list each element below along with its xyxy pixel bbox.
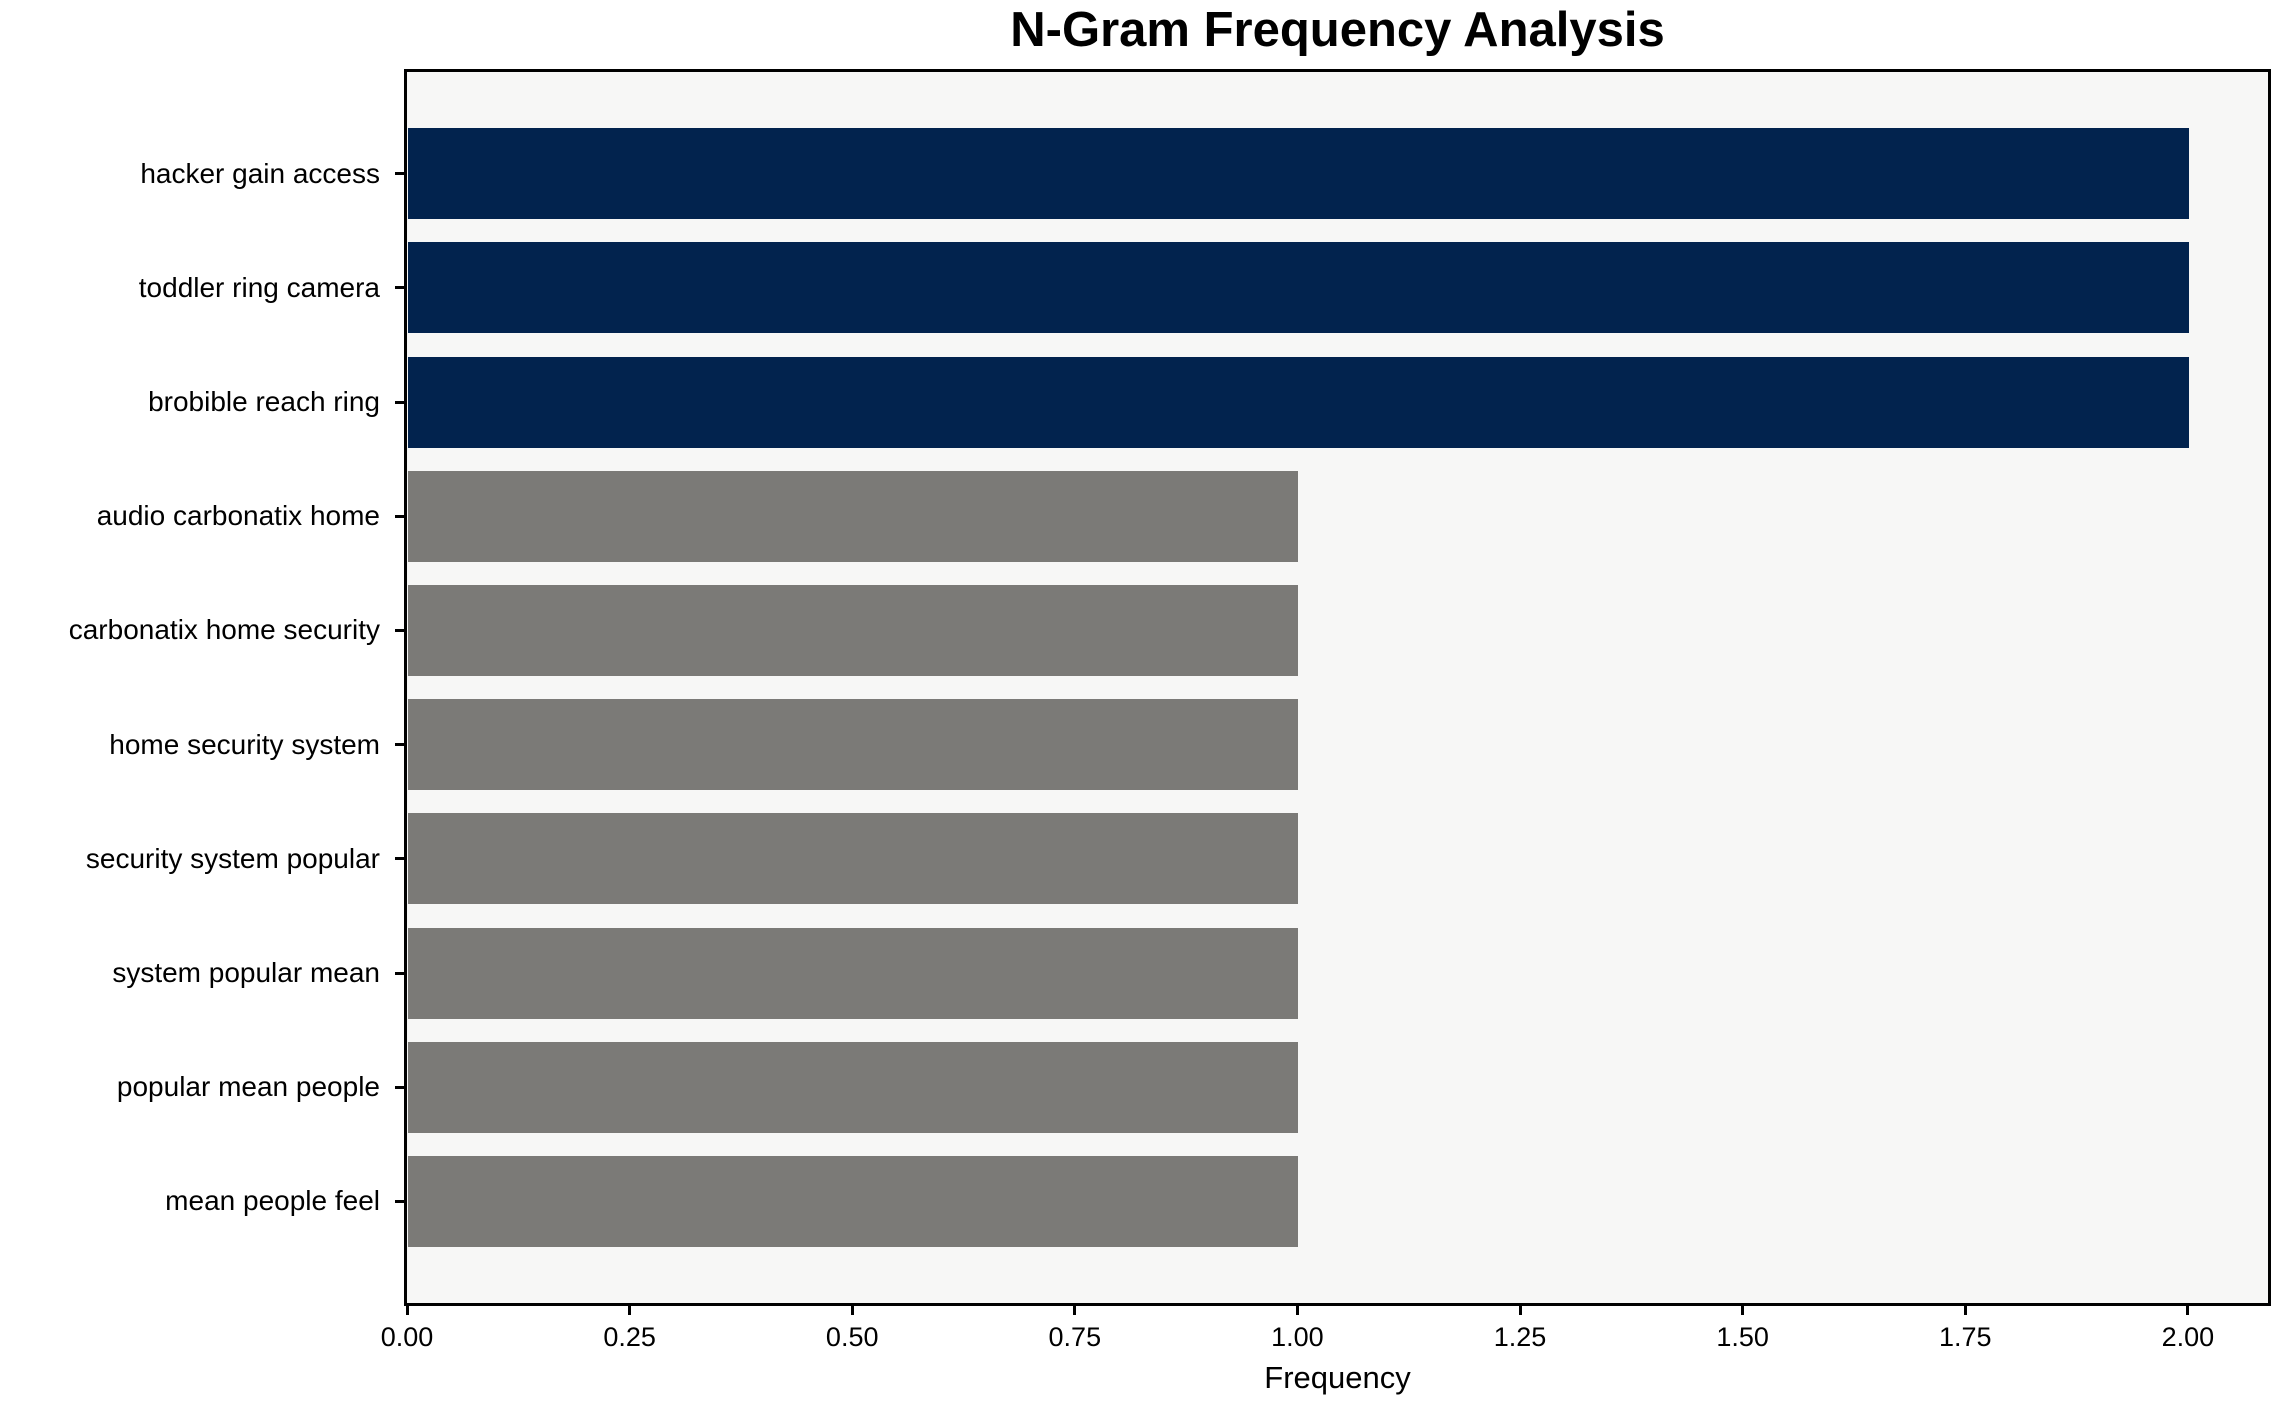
bar: [408, 1155, 1299, 1247]
x-tick-mark: [1295, 1303, 1299, 1315]
x-tick-mark: [2186, 1303, 2190, 1315]
bar: [408, 356, 2189, 448]
x-tick-mark: [628, 1303, 632, 1315]
x-tick-label: 1.25: [1493, 1322, 1547, 1352]
x-tick-label: 2.00: [2161, 1322, 2215, 1352]
y-tick-mark: [395, 400, 407, 404]
x-tick-mark: [1518, 1303, 1522, 1315]
y-tick-label: brobible reach ring: [148, 386, 380, 417]
y-tick-label: carbonatix home security: [68, 614, 380, 646]
y-tick-mark: [395, 628, 407, 632]
bar: [408, 927, 1299, 1019]
y-tick-label: security system popular: [85, 842, 380, 874]
x-tick-label: 0.50: [825, 1322, 879, 1352]
y-tick-label: hacker gain access: [140, 157, 380, 189]
x-axis-label: Frequency: [1264, 1360, 1411, 1395]
x-tick-mark: [850, 1303, 854, 1315]
bar: [408, 584, 1299, 676]
bar: [408, 1041, 1299, 1133]
y-tick-mark: [395, 286, 407, 290]
bar: [408, 699, 1299, 791]
bar: [408, 128, 2189, 220]
x-tick-mark: [1073, 1303, 1077, 1315]
y-tick-mark: [395, 1199, 407, 1203]
x-tick-label: 0.75: [1048, 1322, 1102, 1352]
y-tick-mark: [395, 172, 407, 176]
y-tick-label: popular mean people: [116, 1071, 380, 1103]
x-tick-mark: [1741, 1303, 1745, 1315]
y-tick-label: home security system: [109, 728, 380, 760]
y-tick-mark: [395, 971, 407, 975]
y-tick-label: toddler ring camera: [138, 271, 380, 303]
chart-title: N-Gram Frequency Analysis: [1010, 3, 1665, 57]
bar: [408, 470, 1299, 562]
x-tick-label: 1.75: [1938, 1322, 1992, 1352]
y-tick-label: audio carbonatix home: [96, 500, 380, 532]
x-tick-label: 1.50: [1716, 1322, 1769, 1352]
y-tick-mark: [395, 514, 407, 518]
x-tick-label: 1.00: [1271, 1322, 1324, 1352]
y-tick-mark: [395, 743, 407, 747]
y-tick-mark: [395, 1085, 407, 1089]
bar: [408, 242, 2189, 334]
bar: [408, 813, 1299, 905]
x-tick-mark: [405, 1303, 409, 1315]
x-tick-mark: [1963, 1303, 1967, 1315]
y-tick-label: system popular mean: [112, 957, 380, 988]
x-tick-label: 0.25: [603, 1322, 656, 1352]
x-tick-label: 0.00: [380, 1322, 434, 1352]
y-tick-mark: [395, 857, 407, 861]
y-tick-label: mean people feel: [165, 1185, 380, 1217]
